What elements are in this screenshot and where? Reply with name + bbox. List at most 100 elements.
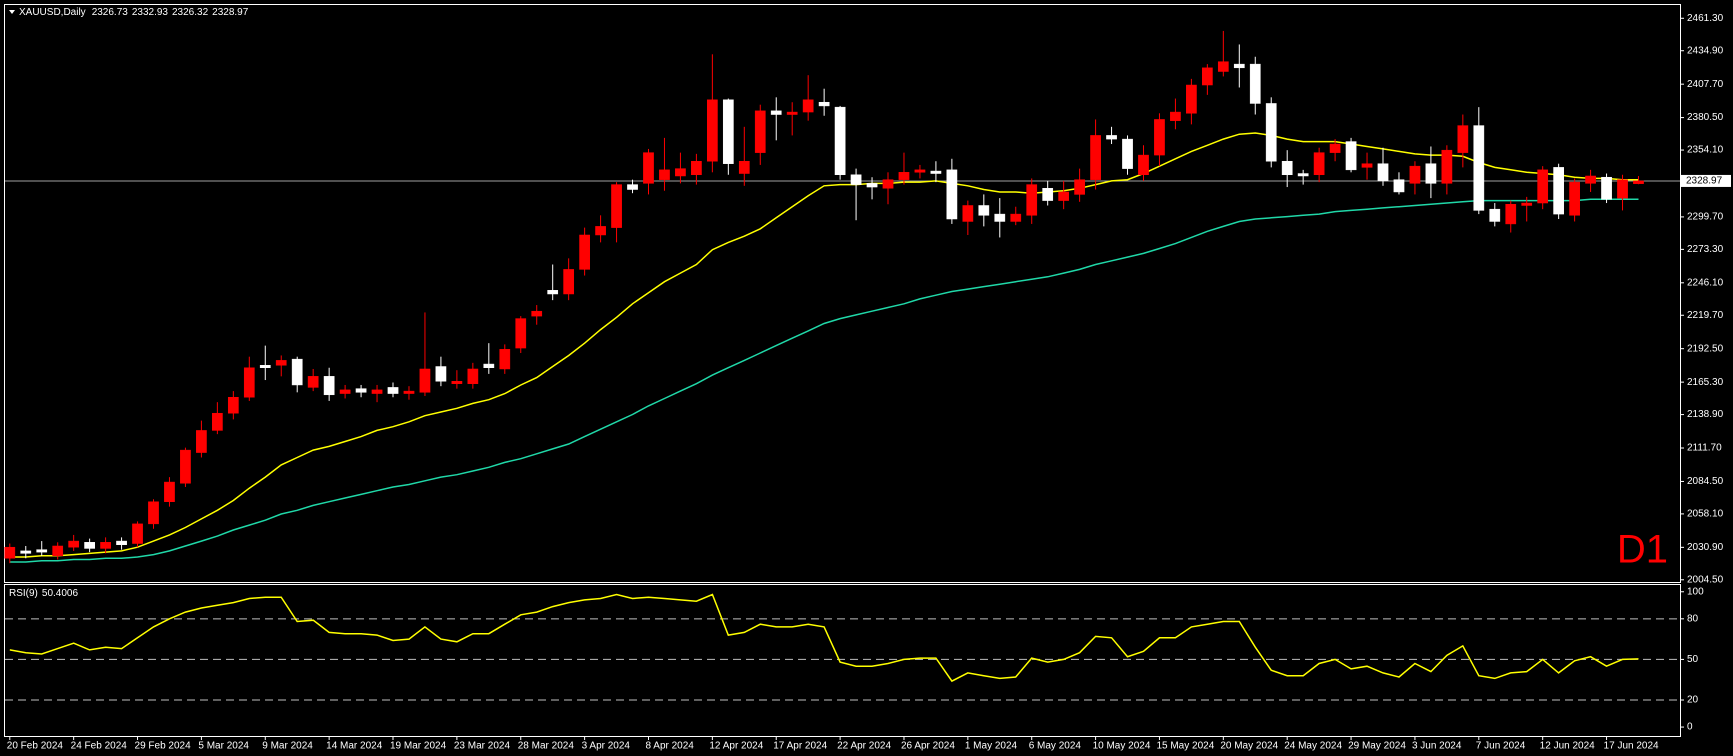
candle-body bbox=[1553, 167, 1565, 215]
candle-body bbox=[323, 376, 335, 396]
candle-body bbox=[1457, 125, 1469, 153]
x-tick-label: 3 Jun 2024 bbox=[1412, 741, 1462, 752]
x-tick-label: 14 Mar 2024 bbox=[326, 741, 383, 752]
candle-body bbox=[1345, 141, 1357, 171]
x-tick-label: 23 Mar 2024 bbox=[454, 741, 511, 752]
x-tick-label: 24 May 2024 bbox=[1284, 741, 1342, 752]
candle-body bbox=[1297, 173, 1309, 177]
candle-body bbox=[1329, 143, 1341, 153]
x-tick-label: 3 Apr 2024 bbox=[582, 741, 631, 752]
y-tick-label: 2219.70 bbox=[1687, 310, 1724, 321]
timeframe-label: D1 bbox=[1617, 528, 1668, 572]
candle-body bbox=[307, 376, 319, 388]
price-panel-frame bbox=[4, 4, 1681, 583]
x-tick-label: 20 May 2024 bbox=[1220, 741, 1278, 752]
candle-body bbox=[36, 549, 48, 553]
candle-body bbox=[675, 168, 686, 177]
x-tick-label: 24 Feb 2024 bbox=[71, 741, 128, 752]
candle-body bbox=[627, 184, 638, 190]
rsi-value: 50.4006 bbox=[42, 588, 79, 599]
candle-body bbox=[898, 172, 910, 180]
x-tick-label: 15 May 2024 bbox=[1156, 741, 1214, 752]
candle-body bbox=[850, 174, 862, 185]
y-tick-label: 2461.30 bbox=[1687, 13, 1724, 24]
x-tick-label: 9 Mar 2024 bbox=[262, 741, 313, 752]
x-tick-label: 17 Apr 2024 bbox=[773, 741, 827, 752]
candle-body bbox=[68, 540, 80, 548]
x-tick-label: 8 Apr 2024 bbox=[645, 741, 694, 752]
y-tick-label: 2165.30 bbox=[1687, 377, 1724, 388]
x-tick-label: 5 Mar 2024 bbox=[198, 741, 249, 752]
candle-body bbox=[1313, 152, 1325, 176]
candle-body bbox=[1010, 213, 1022, 222]
candle-body bbox=[1569, 181, 1580, 216]
candle-body bbox=[1281, 160, 1293, 176]
x-tick-label: 12 Jun 2024 bbox=[1540, 741, 1595, 752]
x-tick-label: 29 May 2024 bbox=[1348, 741, 1406, 752]
candle-body bbox=[419, 368, 431, 393]
candle-body bbox=[291, 358, 303, 386]
x-tick-label: 10 May 2024 bbox=[1093, 741, 1151, 752]
y-tick-label: 2299.70 bbox=[1687, 212, 1724, 223]
moving-average bbox=[9, 198, 1639, 563]
candle-body bbox=[1633, 180, 1644, 184]
rsi-line bbox=[9, 593, 1639, 683]
candle-body bbox=[643, 152, 654, 184]
candle-body bbox=[962, 205, 974, 222]
candle-body bbox=[531, 310, 543, 317]
candle-body bbox=[1601, 176, 1612, 200]
rsi-panel-frame bbox=[4, 584, 1681, 737]
candle-body bbox=[1425, 163, 1437, 184]
candle-body bbox=[1154, 119, 1165, 156]
candle-body bbox=[499, 349, 511, 370]
candle-body bbox=[148, 501, 159, 525]
y-tick-label: 0 bbox=[1687, 722, 1693, 733]
candle-body bbox=[180, 449, 191, 484]
open: 2326.73 bbox=[92, 7, 129, 18]
candle-body bbox=[483, 363, 495, 368]
rsi-title: RSI(9) bbox=[9, 588, 38, 599]
candle-body bbox=[1074, 179, 1085, 195]
candle-body bbox=[1441, 149, 1453, 184]
candle-body bbox=[691, 160, 702, 176]
candle-body bbox=[1026, 184, 1038, 216]
candle-body bbox=[116, 540, 127, 546]
y-tick-label: 100 bbox=[1687, 586, 1704, 597]
y-tick-label: 2058.10 bbox=[1687, 509, 1724, 520]
candle-body bbox=[100, 542, 111, 549]
close: 2328.97 bbox=[212, 7, 249, 18]
candle-body bbox=[754, 110, 766, 153]
x-tick-label: 26 Apr 2024 bbox=[901, 741, 955, 752]
candle-body bbox=[1170, 111, 1181, 121]
candle-body bbox=[1489, 208, 1501, 222]
x-tick-label: 12 Apr 2024 bbox=[709, 741, 763, 752]
candle-body bbox=[1265, 103, 1277, 162]
menu-triangle[interactable] bbox=[9, 10, 15, 14]
candle-body bbox=[451, 381, 463, 384]
candle-body bbox=[1537, 169, 1549, 204]
y-tick-label: 2004.50 bbox=[1687, 574, 1724, 585]
candle-body bbox=[1201, 67, 1213, 86]
candle-body bbox=[339, 389, 351, 394]
x-tick-label: 29 Feb 2024 bbox=[135, 741, 192, 752]
candle-body bbox=[1409, 165, 1421, 184]
candle-body bbox=[930, 170, 942, 174]
candle-body bbox=[738, 160, 750, 174]
y-tick-label: 2273.30 bbox=[1687, 244, 1724, 255]
candle-body bbox=[4, 546, 16, 559]
candle-body bbox=[579, 234, 590, 270]
candle-body bbox=[1217, 61, 1229, 72]
candle-body bbox=[1361, 163, 1373, 168]
candle-body bbox=[818, 101, 830, 107]
candle-body bbox=[1122, 138, 1133, 169]
candle-body bbox=[1393, 179, 1405, 193]
y-tick-label: 80 bbox=[1687, 613, 1699, 624]
y-tick-label: 2380.50 bbox=[1687, 112, 1724, 123]
candle-body bbox=[1138, 154, 1149, 176]
rsi-header: RSI(9) 50.4006 bbox=[9, 588, 78, 599]
candle-body bbox=[1090, 135, 1101, 180]
candle-body bbox=[707, 99, 718, 162]
